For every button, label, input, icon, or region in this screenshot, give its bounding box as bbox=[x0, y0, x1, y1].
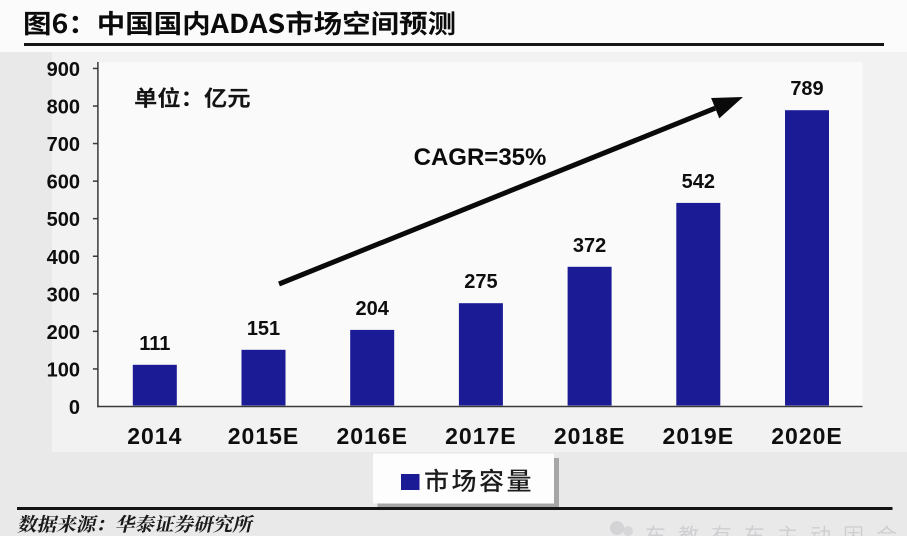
svg-text:111: 111 bbox=[139, 333, 170, 355]
svg-text:700: 700 bbox=[47, 134, 80, 156]
svg-text:2019E: 2019E bbox=[663, 423, 735, 449]
svg-text:200: 200 bbox=[47, 322, 80, 344]
svg-text:275: 275 bbox=[464, 271, 497, 293]
svg-text:2017E: 2017E bbox=[445, 423, 517, 449]
svg-text:2014: 2014 bbox=[127, 423, 182, 449]
svg-text:CAGR=35%: CAGR=35% bbox=[414, 144, 547, 171]
svg-text:400: 400 bbox=[47, 247, 80, 269]
svg-text:789: 789 bbox=[790, 78, 823, 100]
svg-text:151: 151 bbox=[247, 318, 280, 340]
svg-text:0: 0 bbox=[69, 397, 80, 419]
svg-text:542: 542 bbox=[682, 171, 715, 193]
svg-text:204: 204 bbox=[356, 298, 390, 320]
svg-text:300: 300 bbox=[47, 284, 80, 306]
svg-text:900: 900 bbox=[47, 59, 80, 81]
svg-text:100: 100 bbox=[47, 359, 80, 381]
svg-text:500: 500 bbox=[47, 209, 80, 231]
svg-text:2015E: 2015E bbox=[228, 423, 300, 449]
svg-text:2020E: 2020E bbox=[771, 423, 843, 449]
svg-text:600: 600 bbox=[47, 172, 80, 194]
svg-text:800: 800 bbox=[47, 97, 80, 119]
svg-text:372: 372 bbox=[573, 235, 606, 257]
svg-text:2016E: 2016E bbox=[336, 423, 408, 449]
svg-text:2018E: 2018E bbox=[554, 423, 626, 449]
